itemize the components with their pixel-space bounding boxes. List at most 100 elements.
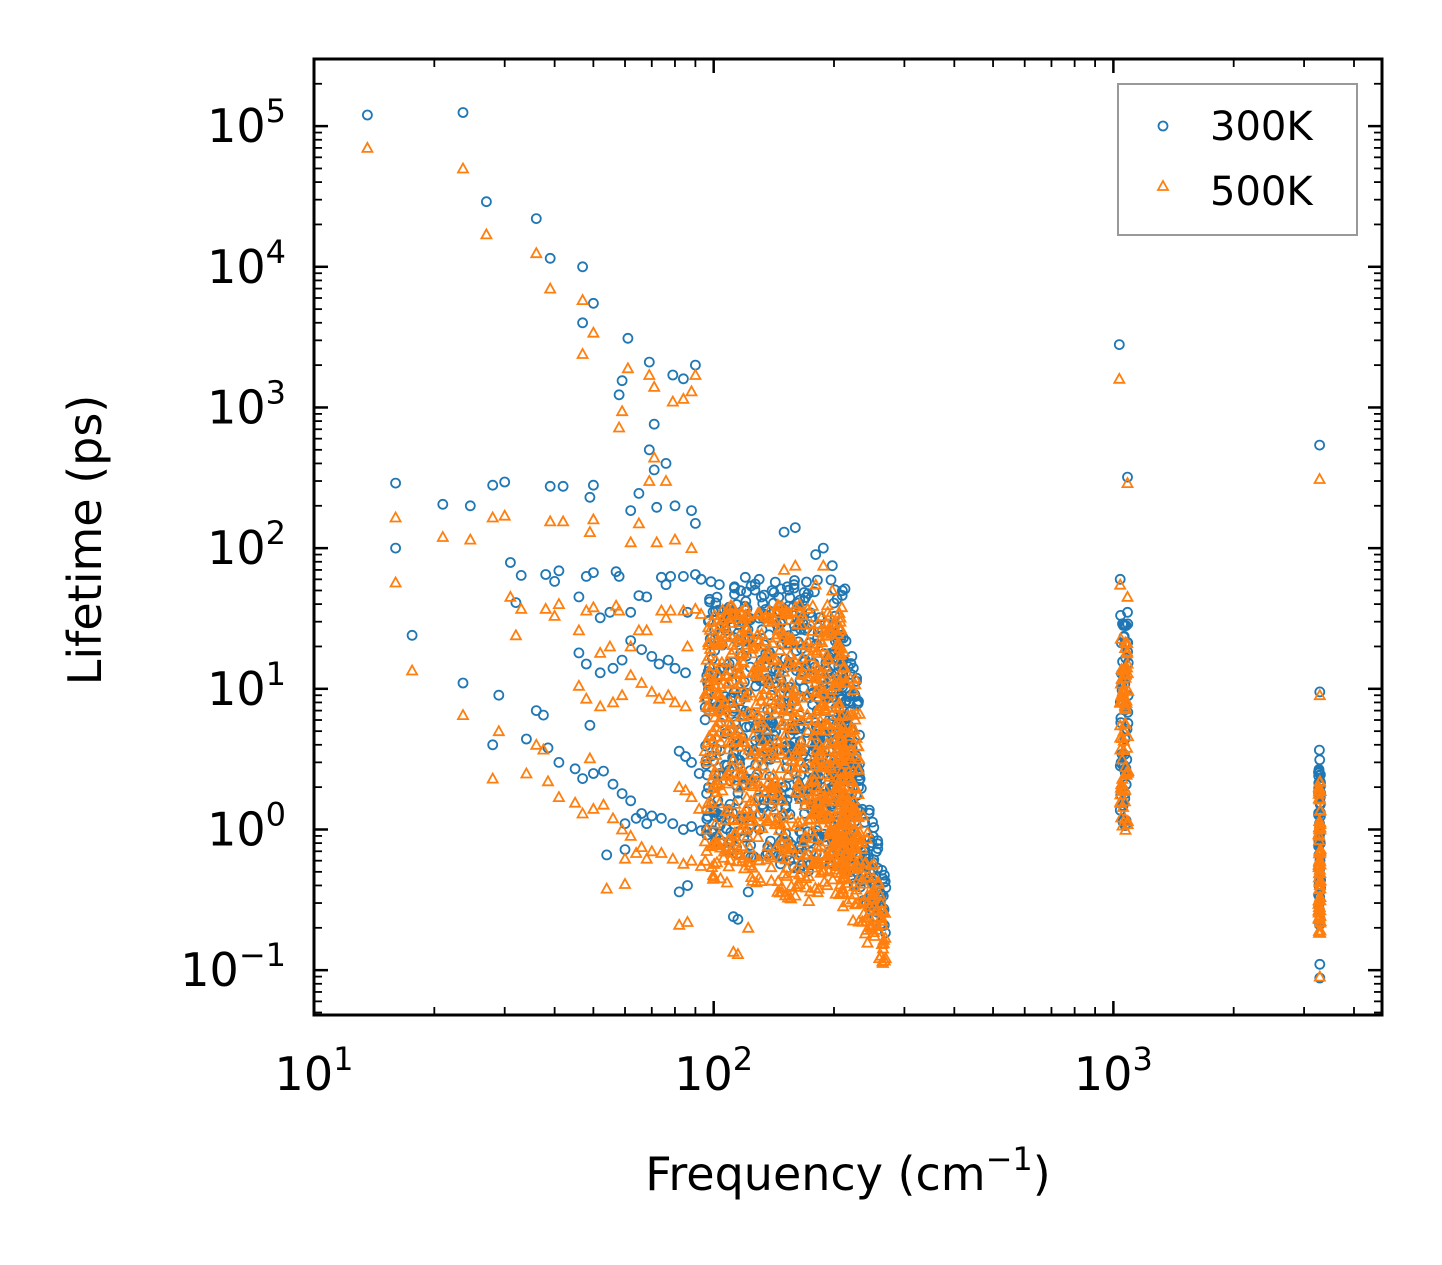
point-500K xyxy=(666,394,680,407)
point-500K xyxy=(794,734,808,747)
y-tick-label: 104 xyxy=(207,233,286,294)
point-500K xyxy=(642,474,656,486)
point-300K xyxy=(651,501,663,513)
point-500K xyxy=(778,727,792,740)
point-300K xyxy=(745,580,757,592)
point-300K xyxy=(588,768,599,779)
point-500K xyxy=(798,659,812,672)
point-500K xyxy=(603,639,617,652)
point-500K xyxy=(777,702,791,715)
point-500K xyxy=(624,829,638,841)
point-500K xyxy=(700,735,714,748)
point-500K xyxy=(705,781,719,794)
point-500K xyxy=(486,510,500,523)
point-500K xyxy=(788,599,803,612)
point-500K xyxy=(759,633,773,646)
point-500K xyxy=(593,646,607,658)
point-300K xyxy=(457,677,469,689)
point-500K xyxy=(729,773,743,786)
point-500K xyxy=(583,751,597,764)
point-500K xyxy=(707,673,721,686)
point-500K xyxy=(725,759,739,772)
point-500K xyxy=(713,687,727,700)
point-500K xyxy=(576,806,590,819)
point-500K xyxy=(830,637,844,650)
point-500K xyxy=(766,636,780,648)
point-500K xyxy=(1116,743,1131,755)
point-500K xyxy=(806,598,820,611)
point-500K xyxy=(816,682,830,694)
point-500K xyxy=(834,731,848,744)
point-500K xyxy=(684,790,699,802)
point-500K xyxy=(799,871,813,884)
point-500K xyxy=(1114,662,1129,675)
point-500K xyxy=(672,917,686,930)
point-300K xyxy=(553,757,565,768)
point-300K xyxy=(662,654,674,666)
point-500K xyxy=(739,802,753,814)
point-500K xyxy=(827,620,841,632)
point-500K xyxy=(650,535,664,548)
point-500K xyxy=(726,813,740,825)
point-500K xyxy=(816,760,830,772)
point-500K xyxy=(586,600,600,613)
point-500K xyxy=(1116,800,1130,812)
point-500K xyxy=(654,603,668,616)
point-500K xyxy=(801,847,815,860)
point-300K xyxy=(740,721,752,733)
point-300K xyxy=(493,689,505,701)
point-300K xyxy=(641,818,653,830)
point-500K xyxy=(781,768,795,781)
point-500K xyxy=(852,914,866,927)
point-300K xyxy=(406,629,418,641)
point-300K xyxy=(868,822,880,833)
point-500K xyxy=(823,608,837,621)
point-500K xyxy=(769,653,783,666)
point-500K xyxy=(519,766,533,779)
point-300K xyxy=(515,570,527,581)
point-500K xyxy=(734,606,748,619)
point-500K xyxy=(794,668,808,680)
point-500K xyxy=(725,630,739,642)
point-500K xyxy=(772,735,786,748)
point-300K xyxy=(667,818,679,830)
point-500K xyxy=(699,670,713,683)
point-500K xyxy=(659,474,673,486)
point-500K xyxy=(858,855,873,867)
point-500K xyxy=(750,807,764,819)
point-500K xyxy=(741,829,755,841)
point-500K xyxy=(794,792,808,804)
point-500K xyxy=(704,796,718,808)
y-axis-title: Lifetime (ps) xyxy=(58,395,112,686)
point-500K xyxy=(873,888,887,901)
point-500K xyxy=(863,910,877,923)
point-500K xyxy=(760,708,775,720)
point-500K xyxy=(773,693,787,705)
point-500K xyxy=(736,772,750,785)
point-500K xyxy=(1313,857,1328,870)
point-500K xyxy=(823,809,837,822)
point-300K xyxy=(530,213,542,225)
point-500K xyxy=(834,647,848,660)
point-500K xyxy=(770,627,784,640)
point-500K xyxy=(817,874,831,887)
point-300K xyxy=(740,596,752,607)
point-500K xyxy=(852,762,866,775)
point-300K xyxy=(678,571,689,582)
point-300K xyxy=(839,583,851,595)
point-500K xyxy=(846,683,861,696)
point-500K xyxy=(833,771,848,784)
point-500K xyxy=(1313,969,1327,982)
point-500K xyxy=(586,325,600,338)
point-500K xyxy=(707,768,721,781)
point-500K xyxy=(1118,823,1133,835)
point-500K xyxy=(787,682,801,695)
point-500K xyxy=(647,380,661,392)
point-500K xyxy=(791,815,805,828)
point-500K xyxy=(750,819,764,832)
point-500K xyxy=(645,685,659,697)
point-500K xyxy=(705,659,719,672)
point-500K xyxy=(723,695,737,707)
point-300K xyxy=(682,880,693,891)
point-500K xyxy=(835,780,849,793)
